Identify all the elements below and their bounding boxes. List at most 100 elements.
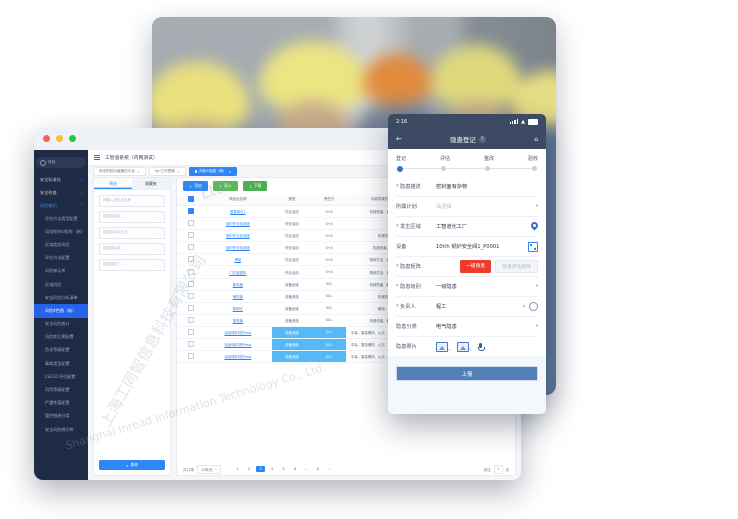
clear-icon[interactable]: ✕ — [521, 303, 526, 310]
checkbox-icon[interactable] — [187, 208, 194, 215]
page-8-button[interactable]: 8 — [316, 467, 320, 471]
sidebar-item-accident-type-config[interactable]: 事故类型配置 — [34, 357, 88, 370]
hazard-matrix-button[interactable]: 隐患评估矩阵 — [495, 260, 538, 273]
question-icon[interactable]: ? — [478, 135, 486, 143]
step-dot-register[interactable] — [397, 165, 403, 172]
checkbox-icon[interactable] — [187, 196, 194, 202]
sidebar-item-area-category-risk[interactable]: 区域类别风险 — [34, 238, 88, 251]
import-button[interactable]: ↑ 导入 — [212, 181, 238, 191]
row-checkbox-cell[interactable] — [177, 326, 205, 340]
cell-risk-name[interactable]: 储存罐 — [204, 290, 272, 303]
filter-area-select[interactable]: 请选择区域 ⌄ — [99, 243, 165, 255]
field-hazard-level[interactable]: * 隐患级别 一级隐患 ▾ — [396, 277, 538, 297]
sidebar-item-control-measure-category[interactable]: 管控措施分类 — [34, 410, 88, 423]
row-checkbox-cell[interactable] — [177, 205, 205, 219]
cell-risk-name[interactable]: 照明灯 — [204, 302, 272, 315]
sidebar-item-risk-four-color-map[interactable]: 风险4色图（新） — [34, 304, 88, 318]
close-icon[interactable]: × — [136, 169, 140, 174]
sidebar-item-risk-identification-library[interactable]: 安全风险辨识库 — [34, 423, 88, 436]
checkbox-icon[interactable] — [187, 280, 194, 287]
step-dot-evaluate[interactable] — [441, 166, 447, 171]
photo-upload-icon[interactable] — [457, 341, 470, 352]
person-picker-icon[interactable] — [529, 302, 538, 311]
field-hazard-category[interactable]: 隐患分类 电气隐患 ▾ — [396, 317, 538, 337]
row-checkbox-cell[interactable] — [177, 314, 205, 327]
row-checkbox-cell[interactable] — [177, 338, 205, 352]
sidebar-item-eval-method-config[interactable]: 评估方法配置 — [34, 252, 88, 265]
page-5-button[interactable]: 5 — [282, 467, 285, 471]
cell-risk-name[interactable]: 门式起重机 — [204, 265, 272, 279]
step-label-rectify[interactable]: 整改 — [483, 156, 494, 162]
checkbox-icon[interactable] — [187, 353, 194, 360]
next-page-button[interactable]: › — [328, 467, 331, 471]
sidebar-item-eval-method-type[interactable]: 评估方法类型配置 — [34, 212, 88, 225]
download-button[interactable]: ↓ 下载 — [242, 181, 268, 191]
filter-position-select[interactable]: 请选择岗位 ⌄ — [99, 211, 165, 223]
close-icon[interactable]: × — [176, 169, 180, 174]
cell-risk-name[interactable]: 油品储存场所Img — [204, 326, 272, 340]
sidebar-search-input[interactable]: 风险 — [36, 157, 86, 168]
field-hazard-matrix[interactable]: * 隐患矩阵 一级隐患 隐患评估矩阵 — [396, 257, 538, 277]
sidebar-item-severity-config[interactable]: 严重性值配置 — [34, 397, 88, 410]
hazard-level-badge[interactable]: 一级隐患 — [460, 260, 492, 273]
sidebar-item-area-risk[interactable]: 区域风险 — [34, 278, 88, 291]
row-checkbox-cell[interactable] — [177, 350, 205, 364]
checkbox-icon[interactable] — [187, 292, 194, 299]
cell-risk-name[interactable]: 临时作业及设施 — [204, 229, 272, 243]
add-button[interactable]: + 添加 — [183, 181, 208, 191]
sidebar-item-consequence-config[interactable]: 风险库后果配置 — [34, 331, 88, 344]
qr-scan-icon[interactable] — [528, 241, 538, 252]
home-icon[interactable]: ⌂ — [534, 135, 538, 143]
page-4-button[interactable]: 4 — [270, 467, 274, 471]
filter-method-select[interactable]: 请选择评估方法 ⌄ — [99, 227, 165, 239]
filter-risk-name-input[interactable]: 请输入风险点名称 — [99, 195, 165, 207]
checkbox-icon[interactable] — [187, 328, 194, 335]
tab-favorites[interactable]: 收藏夹 — [132, 178, 170, 189]
tab-platform[interactable]: 安全风险分级管控平台 × — [93, 166, 146, 177]
checkbox-icon[interactable] — [187, 232, 194, 239]
checkbox-icon[interactable] — [187, 268, 194, 275]
sidebar-item-risk-unit-library[interactable]: 风险单元库 — [34, 265, 88, 278]
maximize-window-button[interactable] — [69, 135, 76, 142]
step-label-register[interactable]: 登记 — [396, 156, 407, 162]
tab-plan[interactable]: 4m三作预案 × — [148, 166, 186, 177]
cell-risk-name[interactable]: 临时作业及设施 — [204, 217, 272, 231]
sidebar-group-inspection[interactable]: 安全检查 ⌄ — [34, 186, 88, 199]
cell-risk-name[interactable]: 临时作业及设施 — [204, 241, 272, 255]
row-checkbox-cell[interactable] — [177, 241, 205, 255]
field-responsible-person[interactable]: * 负责人 程工 ✕ — [396, 297, 538, 317]
back-arrow-icon[interactable]: ← — [396, 135, 402, 143]
cell-risk-name[interactable]: 油品储存场所Img — [204, 338, 272, 352]
cell-risk-name[interactable]: 油品储存场所Img — [204, 350, 272, 364]
sidebar-item-risk-matrix[interactable]: 风险矩阵sl矩阵（新） — [34, 225, 88, 238]
tab-risk-four-color-map[interactable]: 风险4色图（新） × — [188, 166, 238, 177]
search-button[interactable]: ⌕ 查询 — [99, 460, 165, 470]
step-label-accept[interactable]: 验收 — [527, 156, 538, 162]
sidebar-item-ls-lec-config[interactable]: LS/LEC评估配置 — [34, 370, 88, 383]
checkbox-icon[interactable] — [187, 244, 194, 251]
page-1-button[interactable]: 1 — [236, 467, 239, 471]
mic-record-icon[interactable] — [478, 342, 486, 351]
page-3-button[interactable]: 3 — [256, 465, 265, 473]
checkbox-icon[interactable] — [187, 220, 194, 227]
field-hazard-description[interactable]: * 隐患描述 密封面有杂物 — [396, 177, 538, 197]
step-dot-rectify[interactable] — [485, 166, 491, 171]
cell-risk-name[interactable]: 重要部位1 — [204, 205, 272, 219]
select-all-header[interactable] — [177, 194, 205, 206]
page-6-button[interactable]: 6 — [293, 467, 297, 471]
checkbox-icon[interactable] — [187, 304, 194, 311]
cell-risk-name[interactable]: 配电箱 — [204, 314, 272, 327]
step-label-evaluate[interactable]: 评估 — [439, 156, 450, 162]
field-equipment[interactable]: 设备 10t/h 锅炉安全阀1_P0001 — [396, 237, 538, 257]
field-occurrence-area[interactable]: * 发生区域 工智道化工厂 — [396, 217, 540, 237]
row-checkbox-cell[interactable] — [177, 278, 205, 291]
row-checkbox-cell[interactable] — [177, 290, 205, 303]
submit-button[interactable]: 上报 — [396, 366, 538, 381]
cell-risk-name[interactable]: 焊接 — [204, 253, 272, 267]
image-upload-icon[interactable] — [436, 341, 448, 352]
page-2-button[interactable]: 2 — [247, 467, 251, 471]
checkbox-icon[interactable] — [187, 316, 194, 323]
sidebar-group-risk-identification[interactable]: 风险辨识 ⌃ — [34, 199, 88, 212]
menu-toggle-icon[interactable] — [94, 155, 100, 160]
field-related-plan[interactable]: 所属计划 请选择 ▾ — [396, 197, 538, 217]
